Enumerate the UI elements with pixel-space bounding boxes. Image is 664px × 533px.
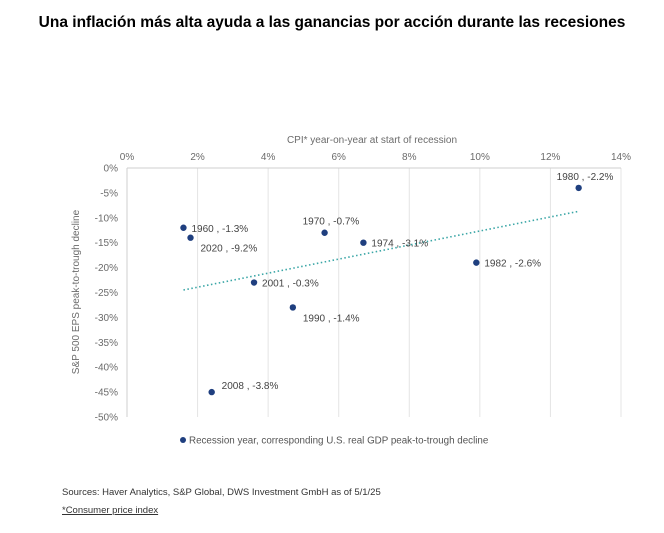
- data-label: 1982 , -2.6%: [484, 259, 541, 270]
- data-label: 2020 , -9.2%: [201, 244, 258, 255]
- y-tick-label: -10%: [95, 213, 118, 224]
- data-point: [360, 239, 367, 246]
- chart-title: Una inflación más alta ayuda a las ganan…: [38, 14, 626, 31]
- data-label: 1974 , -3.1%: [371, 239, 428, 250]
- data-points: 1960 , -1.3% 2020 , -9.2% 1970 , -0.7% 1974…: [180, 172, 614, 396]
- y-axis-label: S&P 500 EPS peak-to-trough decline: [71, 209, 82, 374]
- data-point: [180, 224, 187, 231]
- data-label: 1980 , -2.2%: [557, 172, 614, 183]
- x-tick-label: 12%: [540, 152, 560, 163]
- data-point: [250, 279, 258, 286]
- legend: Recession year, corresponding U.S. real …: [180, 436, 489, 447]
- y-tick-label: -35%: [95, 338, 118, 349]
- grid-lines: [126, 167, 622, 417]
- data-point: [473, 259, 480, 266]
- x-tick-label: 4%: [261, 152, 276, 163]
- legend-marker: [180, 437, 186, 443]
- y-tick-label: -30%: [95, 313, 118, 324]
- y-tick-label: -45%: [95, 388, 118, 399]
- x-axis-label: CPI* year-on-year at start of recession: [287, 135, 457, 146]
- x-tick-labels: 0% 2% 4% 6% 8% 10% 12% 14%: [120, 152, 631, 163]
- y-tick-labels: 0% -5% -10% -15% -20% -25% -30% -35% -40% -45% -50…: [95, 164, 118, 424]
- y-tick-label: -5%: [100, 188, 118, 199]
- legend-label: Recession year, corresponding U.S. real …: [189, 436, 489, 447]
- data-point: [289, 304, 297, 311]
- data-point: [321, 229, 328, 236]
- data-point: [208, 388, 215, 396]
- sources-note: Sources: Haver Analytics, S&P Global, DW…: [62, 487, 381, 498]
- y-tick-label: 0%: [104, 164, 119, 175]
- trend-line: [183, 210, 579, 291]
- x-tick-label: 0%: [120, 152, 135, 163]
- y-tick-label: -40%: [95, 363, 118, 374]
- x-tick-label: 6%: [331, 152, 346, 163]
- y-tick-label: -20%: [95, 263, 118, 274]
- x-tick-label: 8%: [402, 152, 417, 163]
- y-tick-label: -50%: [95, 413, 118, 424]
- data-point: [575, 184, 582, 192]
- data-label: 2001 , -0.3%: [262, 279, 319, 290]
- data-label: 1990 , -1.4%: [303, 313, 360, 324]
- footnote: *Consumer price index: [62, 505, 159, 516]
- x-tick-label: 10%: [470, 152, 490, 163]
- data-point: [187, 234, 194, 241]
- x-tick-label: 2%: [190, 152, 205, 163]
- data-label: 1960 , -1.3%: [191, 224, 248, 235]
- data-label: 1970 , -0.7%: [303, 217, 360, 228]
- y-tick-label: -25%: [95, 288, 118, 299]
- x-tick-label: 14%: [611, 152, 631, 163]
- y-tick-label: -15%: [95, 238, 118, 249]
- data-label: 2008 , -3.8%: [222, 381, 279, 392]
